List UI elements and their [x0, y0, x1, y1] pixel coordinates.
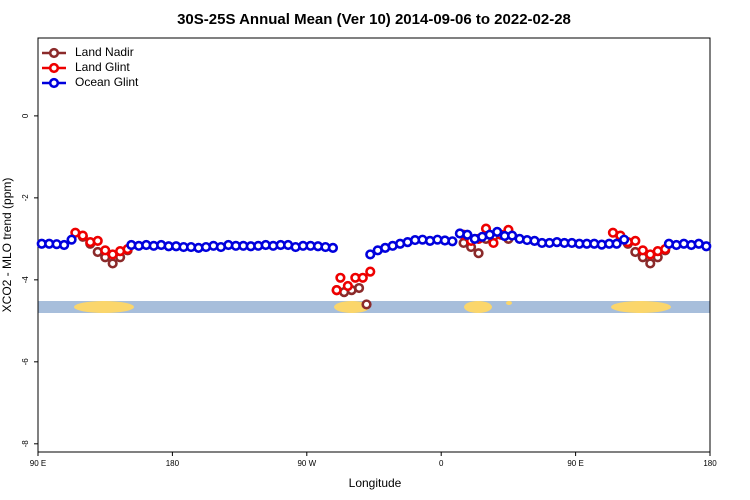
x-tick-label: 0 — [439, 459, 444, 468]
land-strip — [464, 301, 492, 313]
x-tick-label: 180 — [166, 459, 180, 468]
x-axis-label: Longitude — [349, 476, 402, 490]
y-tick-label: -6 — [21, 358, 30, 366]
point — [357, 272, 368, 283]
y-axis-label: XCO2 - MLO trend (ppm) — [0, 178, 14, 313]
x-tick-label: 90 E — [30, 459, 46, 468]
point — [331, 284, 342, 296]
land-strip — [611, 301, 671, 313]
legend-marker — [48, 77, 60, 89]
legend-label: Land Nadir — [75, 45, 134, 59]
ocean-strip — [38, 301, 710, 313]
x-tick-label: 90 W — [297, 459, 316, 468]
point — [619, 234, 630, 245]
y-tick-label: 0 — [21, 113, 30, 118]
legend-label: Land Glint — [75, 60, 130, 74]
x-tick-label: 90 E — [567, 459, 583, 468]
land-band — [38, 301, 710, 313]
series-points — [36, 226, 712, 260]
point — [611, 238, 622, 249]
point — [645, 258, 656, 269]
y-tick-label: -8 — [21, 440, 30, 448]
chart-title: 30S-25S Annual Mean (Ver 10) 2014-09-06 … — [177, 11, 571, 28]
point — [630, 235, 641, 247]
y-tick-label: -4 — [21, 276, 30, 284]
point — [335, 272, 346, 283]
point — [342, 280, 353, 292]
point — [492, 226, 503, 237]
point — [77, 230, 88, 241]
legend-marker — [48, 62, 60, 74]
point — [701, 241, 712, 252]
point — [488, 237, 499, 249]
x-tick-label: 180 — [703, 459, 717, 468]
point — [100, 245, 111, 256]
point — [462, 229, 473, 240]
legend-label: Ocean Glint — [75, 75, 139, 89]
point — [365, 266, 376, 277]
point — [92, 235, 103, 247]
point — [353, 282, 365, 294]
point — [66, 234, 77, 245]
point — [107, 258, 118, 269]
point — [327, 242, 339, 253]
point — [59, 239, 70, 251]
point — [361, 299, 372, 310]
point — [637, 245, 648, 256]
land-strip — [334, 301, 370, 313]
point — [447, 236, 458, 247]
land-strip — [74, 301, 134, 313]
y-tick-label: -2 — [21, 194, 30, 202]
legend-marker — [48, 47, 60, 59]
point — [365, 249, 376, 260]
land-strip — [506, 301, 512, 305]
point — [473, 248, 484, 259]
